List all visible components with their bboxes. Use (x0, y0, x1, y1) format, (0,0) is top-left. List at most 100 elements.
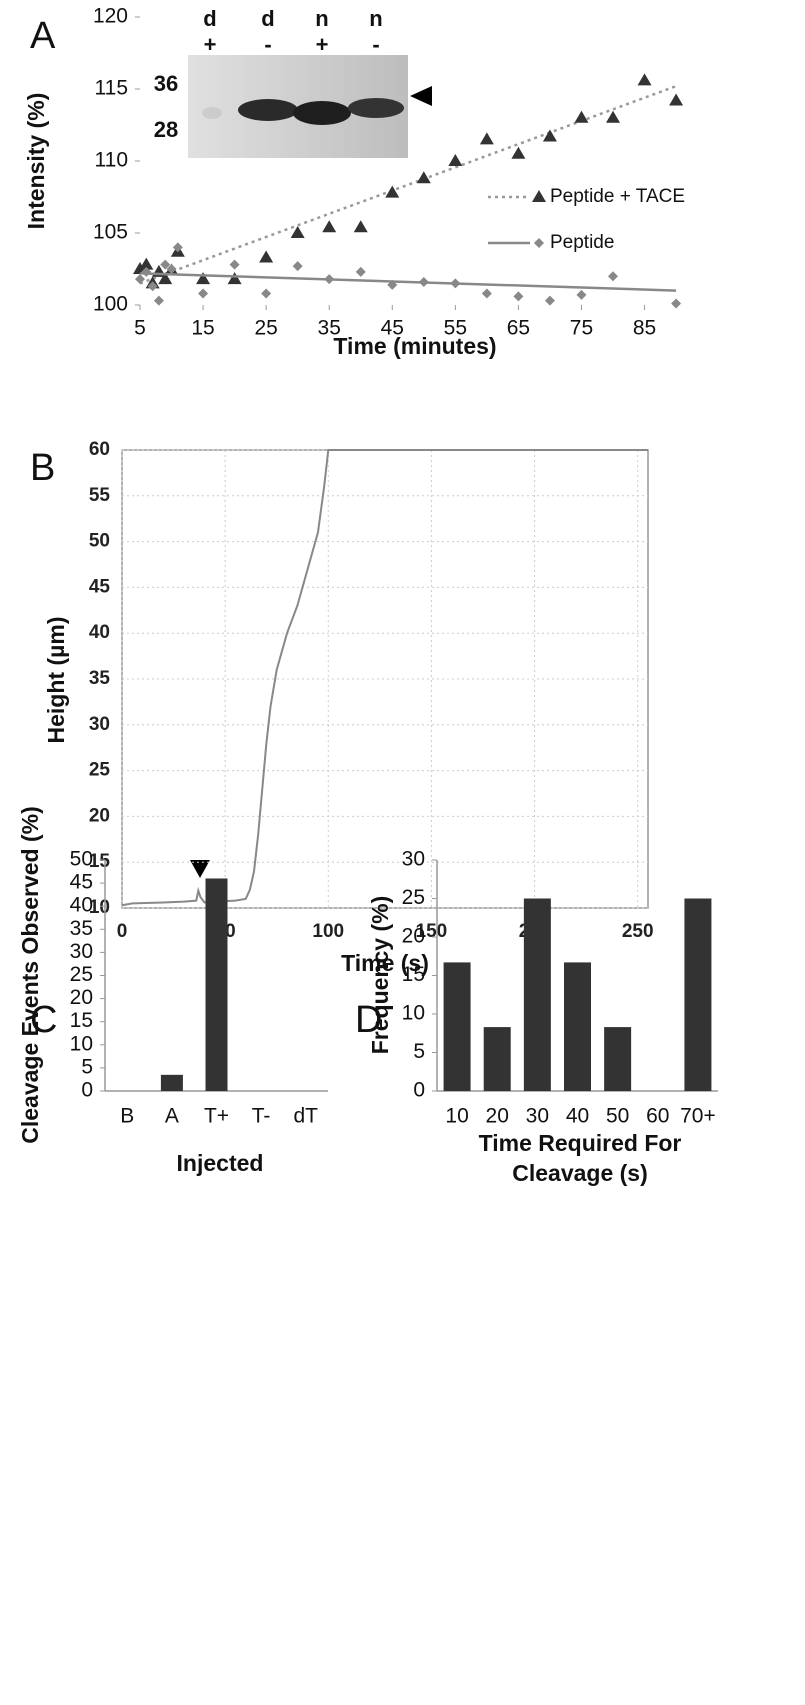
diamond-marker (576, 289, 587, 300)
triangle-marker (385, 185, 400, 198)
x-axis-title: Time (s) (341, 950, 429, 976)
y-tick-label: 45 (70, 871, 93, 894)
lane-sign: - (372, 32, 379, 57)
lane-label: n (369, 6, 382, 31)
y-tick-label: 0 (413, 1079, 425, 1102)
bar (684, 898, 712, 1091)
panel-label: D (355, 999, 382, 1041)
diamond-marker (481, 288, 492, 299)
diamond-marker (166, 264, 177, 274)
y-tick-label: 30 (89, 714, 110, 735)
y-tick-label: 35 (89, 668, 111, 689)
x-tick-label: 100 (312, 921, 344, 942)
triangle-marker (259, 250, 274, 263)
x-tick-label: T- (252, 1105, 271, 1128)
x-tick-label: 75 (570, 317, 593, 340)
y-tick-label: 25 (89, 760, 111, 781)
trendline (139, 272, 677, 292)
mw-marker: 36 (154, 71, 178, 96)
y-tick-label: 30 (402, 848, 425, 871)
triangle-marker (353, 220, 368, 233)
gel-band (348, 98, 404, 118)
y-tick-label: 10 (402, 1002, 425, 1025)
triangle-marker (511, 146, 526, 159)
y-tick-label: 35 (70, 917, 93, 940)
diamond-marker (513, 291, 524, 302)
y-axis-title: Frequency (%) (367, 896, 393, 1054)
event-arrow (190, 860, 210, 878)
triangle-marker (227, 272, 242, 285)
bar (160, 1074, 183, 1091)
x-tick-label: 70+ (680, 1105, 716, 1128)
lane-label: n (315, 6, 328, 31)
x-axis-title: Time Required For Cleavage (s) (478, 1130, 682, 1186)
gel-band (238, 99, 298, 121)
x-axis-title: Time (minutes) (333, 333, 496, 359)
legend-label: Peptide (550, 232, 614, 253)
y-tick-label: 30 (70, 940, 93, 963)
triangle-marker (479, 132, 494, 145)
triangle-marker (322, 220, 337, 233)
diamond-marker (324, 274, 335, 285)
x-tick-label: 10 (445, 1105, 468, 1128)
y-tick-label: 20 (89, 805, 110, 826)
line (121, 449, 648, 907)
x-tick-label: 35 (318, 317, 341, 340)
bar (564, 962, 591, 1091)
diamond-marker (671, 298, 682, 309)
diamond-marker (608, 271, 619, 282)
lane-label: d (261, 6, 274, 31)
diamond-marker (229, 259, 240, 270)
x-tick-label: A (165, 1105, 179, 1128)
x-tick-label: 150 (416, 921, 448, 942)
diamond-marker (135, 274, 145, 285)
mw-marker: 28 (154, 117, 178, 142)
triangle-marker (196, 272, 211, 285)
y-tick-label: 10 (70, 1032, 93, 1055)
diamond-marker (544, 295, 555, 306)
triangle-marker (606, 110, 621, 123)
y-tick-label: 110 (95, 149, 128, 172)
lane-sign: + (316, 32, 329, 57)
panel-label: B (30, 447, 55, 489)
diamond-marker (160, 259, 171, 270)
x-tick-label: 0 (117, 921, 128, 942)
y-tick-label: 50 (89, 531, 110, 552)
diamond-marker (198, 288, 209, 299)
diamond-marker (141, 266, 152, 277)
y-tick-label: 20 (70, 986, 93, 1009)
triangle-marker (574, 110, 589, 123)
x-tick-label: 25 (254, 317, 277, 340)
y-tick-label: 115 (95, 77, 128, 100)
panel-label: A (30, 15, 56, 57)
diamond-marker (292, 261, 303, 272)
triangle-marker (542, 129, 557, 142)
y-axis-title: Height (µm) (43, 617, 69, 744)
trendline (139, 84, 677, 285)
y-tick-label: 40 (70, 894, 93, 917)
bar (443, 962, 471, 1091)
triangle-marker (448, 154, 463, 166)
triangle-marker (669, 93, 684, 106)
x-tick-label: 50 (606, 1105, 629, 1128)
plot-frame (121, 449, 649, 909)
gel-band (202, 107, 222, 119)
bar (205, 878, 228, 1091)
x-tick-label: 20 (486, 1105, 509, 1128)
y-tick-label: 40 (89, 622, 110, 643)
y-tick-label: 100 (93, 293, 128, 316)
bar (604, 1027, 632, 1091)
y-tick-label: 25 (402, 886, 425, 909)
diamond-marker (153, 295, 164, 306)
y-tick-label: 5 (81, 1055, 93, 1078)
bar (483, 1027, 511, 1091)
lane-sign: - (264, 32, 271, 57)
x-tick-label: 45 (381, 317, 404, 340)
y-tick-label: 120 (93, 5, 128, 28)
triangle-marker (158, 272, 173, 285)
diamond-marker (418, 276, 429, 287)
x-tick-label: T+ (204, 1105, 229, 1128)
x-tick-label: 85 (633, 317, 656, 340)
y-tick-label: 20 (402, 925, 425, 948)
